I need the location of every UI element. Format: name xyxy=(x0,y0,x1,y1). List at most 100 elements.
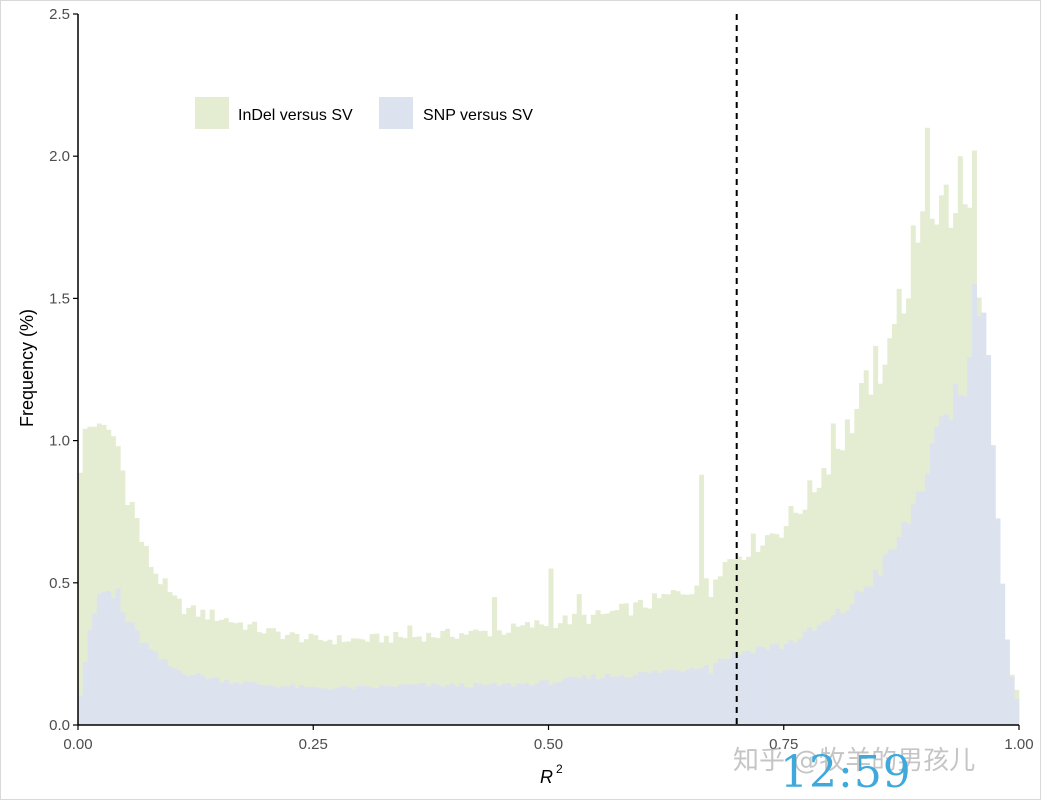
histogram-bar xyxy=(473,682,479,725)
histogram-bar xyxy=(383,635,389,725)
histogram-bar xyxy=(760,545,766,725)
histogram-bar xyxy=(87,426,93,725)
histogram-bar xyxy=(557,623,563,725)
x-axis-title-superscript: 2 xyxy=(556,762,563,776)
histogram-bar xyxy=(595,610,601,725)
histogram-bar xyxy=(383,685,389,725)
y-tick-label: 0.5 xyxy=(49,575,70,592)
histogram-bar xyxy=(811,492,817,725)
histogram-bar xyxy=(849,433,855,725)
histogram-bar xyxy=(934,426,940,725)
histogram-bar xyxy=(139,541,145,725)
histogram-bar xyxy=(717,576,723,725)
histogram-bar xyxy=(821,467,827,725)
histogram-bar xyxy=(779,537,785,725)
histogram-bar xyxy=(435,638,441,725)
histogram-bar xyxy=(110,598,116,725)
histogram-bar xyxy=(590,674,596,725)
histogram-bar xyxy=(943,414,949,725)
histogram-bar xyxy=(699,474,705,725)
histogram-bar xyxy=(1014,699,1020,725)
histogram-bar xyxy=(534,620,540,725)
histogram-bar xyxy=(393,632,399,725)
watermark-time: 12:59 xyxy=(780,747,912,798)
histogram-bar xyxy=(350,689,356,725)
histogram-bar xyxy=(327,639,333,725)
histogram-bar xyxy=(572,613,578,725)
histogram-bar xyxy=(788,640,794,725)
histogram-bar xyxy=(529,627,535,725)
histogram-bar xyxy=(270,628,276,725)
histogram-bar xyxy=(666,594,672,725)
histogram-bar xyxy=(379,685,385,725)
histogram-bar xyxy=(181,613,187,725)
histogram-bar xyxy=(647,608,653,725)
histogram-bar xyxy=(237,683,243,725)
histogram-bar xyxy=(110,436,116,725)
histogram-bar xyxy=(661,594,667,725)
histogram-bar xyxy=(859,383,865,725)
histogram-bar xyxy=(854,408,860,725)
histogram-bar xyxy=(143,642,149,725)
histogram-bar xyxy=(477,683,483,725)
histogram-bar xyxy=(924,127,930,725)
histogram-bar xyxy=(440,686,446,725)
histogram-bar xyxy=(214,621,220,725)
histogram-bar xyxy=(120,612,126,725)
histogram-bar xyxy=(369,687,375,725)
histogram-bar xyxy=(332,644,338,725)
histogram-bar xyxy=(454,686,460,725)
histogram-bar xyxy=(416,683,422,725)
histogram-bar xyxy=(920,211,926,725)
histogram-bar xyxy=(106,429,112,725)
histogram-bar xyxy=(797,638,803,725)
y-tick-label: 2.5 xyxy=(49,6,70,23)
histogram-bar xyxy=(586,678,592,725)
histogram-bar xyxy=(915,242,921,725)
histogram-bar xyxy=(252,682,258,725)
histogram-bar xyxy=(346,687,352,725)
histogram-bar xyxy=(355,638,361,725)
histogram-bar xyxy=(689,594,695,725)
histogram-bar xyxy=(764,535,770,725)
histogram-bar xyxy=(355,686,361,725)
histogram-bar xyxy=(388,642,394,725)
histogram-bar xyxy=(826,620,832,725)
histogram-bar xyxy=(247,624,253,725)
histogram-bar xyxy=(543,626,549,725)
histogram-bar xyxy=(153,573,159,725)
histogram-bar xyxy=(595,679,601,725)
histogram-bar xyxy=(416,636,422,725)
histogram-bar xyxy=(92,613,98,725)
histogram-bar xyxy=(755,646,761,725)
histogram-bar xyxy=(736,655,742,725)
histogram-bar xyxy=(990,445,996,725)
histogram-bar xyxy=(656,598,662,725)
histogram-bar xyxy=(350,638,356,725)
histogram-bar xyxy=(82,661,88,725)
histogram-bar xyxy=(967,356,973,725)
histogram-bar xyxy=(440,630,446,725)
histogram-bar xyxy=(449,636,455,725)
histogram-bar xyxy=(482,685,488,725)
histogram-bar xyxy=(379,642,385,725)
histogram-bar xyxy=(134,630,140,725)
histogram-bar xyxy=(910,225,916,726)
histogram-bar xyxy=(487,684,493,725)
histogram-bar xyxy=(106,590,112,725)
histogram-bar xyxy=(120,470,126,725)
x-tick-label: 0.00 xyxy=(63,736,92,753)
histogram-bar xyxy=(510,623,516,725)
histogram-bar xyxy=(835,608,841,725)
histogram-bar xyxy=(896,288,902,725)
histogram-bar xyxy=(887,549,893,725)
x-tick-label: 0.25 xyxy=(299,736,328,753)
histogram-bar xyxy=(727,559,733,725)
histogram-bar xyxy=(689,668,695,725)
histogram-bar xyxy=(783,526,789,725)
histogram-bar xyxy=(299,684,305,725)
histogram-bar xyxy=(496,630,502,725)
histogram-bar xyxy=(614,676,620,725)
histogram-bar xyxy=(732,559,738,725)
histogram-bar xyxy=(520,684,526,725)
